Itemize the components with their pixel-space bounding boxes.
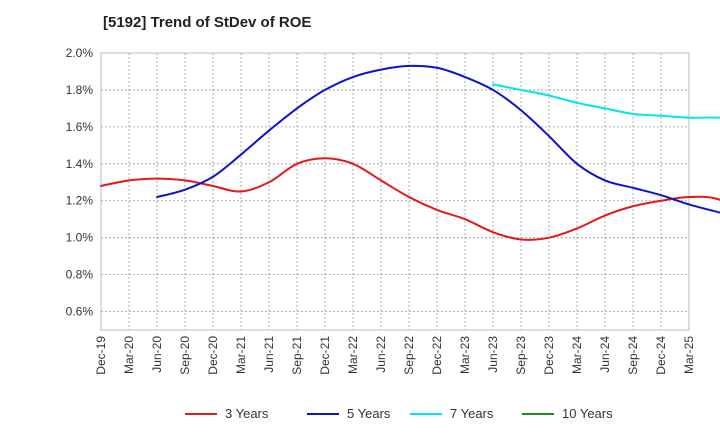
- x-tick-label: Sep-21: [290, 336, 304, 375]
- x-tick-label: Jun-24: [598, 336, 612, 373]
- x-tick-label: Dec-22: [430, 336, 444, 375]
- x-tick-label: Sep-22: [402, 336, 416, 375]
- legend-label: 3 Years: [225, 406, 269, 421]
- legend-label: 10 Years: [562, 406, 613, 421]
- legend: 3 Years 5 Years 7 Years 10 Years: [185, 406, 613, 421]
- y-tick-label: 1.2%: [66, 194, 94, 208]
- x-tick-label: Sep-20: [178, 336, 192, 375]
- axes: 0.6% 0.8% 1.0% 1.2% 1.4% 1.6% 1.8% 2.0% Dec-19 Ma…: [66, 46, 696, 375]
- series-line-2: [156, 64, 720, 214]
- x-tick-label: Sep-23: [514, 336, 528, 375]
- x-tick-label: Mar-23: [458, 336, 472, 374]
- x-tick-label: Dec-20: [206, 336, 220, 375]
- x-tick-label: Mar-21: [234, 336, 248, 374]
- x-tick-label: Dec-24: [654, 336, 668, 375]
- x-tick-label: Dec-19: [94, 336, 108, 375]
- plot-frame: [100, 52, 690, 331]
- grid: [100, 52, 690, 331]
- y-tick-label: 1.0%: [66, 231, 94, 245]
- x-tick-label: Jun-22: [374, 336, 388, 373]
- x-tick-label: Mar-20: [122, 336, 136, 374]
- y-tick-label: 0.6%: [66, 305, 94, 319]
- y-tick-label: 1.6%: [66, 120, 94, 134]
- x-tick-label: Jun-20: [150, 336, 164, 373]
- x-tick-label: Mar-22: [346, 336, 360, 374]
- y-tick-label: 1.8%: [66, 83, 94, 97]
- y-tick-label: 2.0%: [66, 46, 94, 60]
- series-line-1: [100, 157, 720, 241]
- y-tick-label: 1.4%: [66, 157, 94, 171]
- legend-label: 5 Years: [347, 406, 391, 421]
- x-tick-label: Mar-24: [570, 336, 584, 374]
- x-tick-label: Jun-21: [262, 336, 276, 373]
- series-lines: [100, 64, 720, 241]
- legend-label: 7 Years: [450, 406, 494, 421]
- x-tick-label: Dec-21: [318, 336, 332, 375]
- x-tick-label: Mar-25: [682, 336, 696, 374]
- x-tick-label: Jun-23: [486, 336, 500, 373]
- chart-title: [5192] Trend of StDev of ROE: [103, 14, 312, 31]
- x-tick-label: Sep-24: [626, 336, 640, 375]
- series-line-3: [492, 83, 720, 119]
- y-tick-label: 0.8%: [66, 268, 94, 282]
- x-tick-label: Dec-23: [542, 336, 556, 375]
